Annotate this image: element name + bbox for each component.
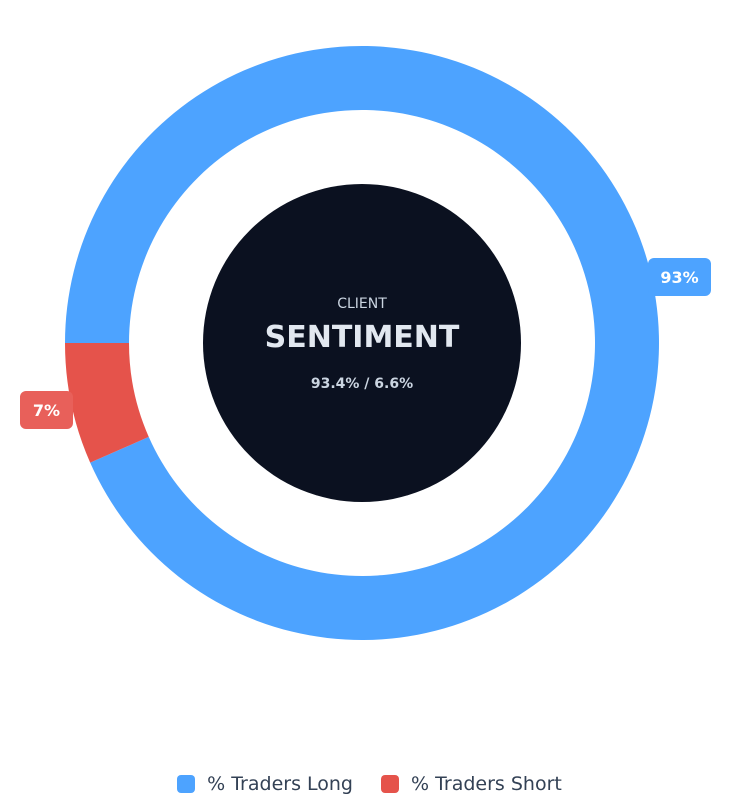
slice-short[interactable] xyxy=(65,343,149,463)
legend-swatch-short xyxy=(380,775,399,793)
legend: % Traders Long % Traders Short xyxy=(0,773,739,795)
center-circle xyxy=(203,184,521,502)
center-ratio: 93.4% / 6.6% xyxy=(310,376,414,392)
legend-swatch-long xyxy=(177,775,196,793)
legend-item-short[interactable]: % Traders Short xyxy=(380,773,562,795)
data-label-short: 7% xyxy=(20,391,73,429)
legend-item-long[interactable]: % Traders Long xyxy=(177,773,353,795)
data-label-long: 93% xyxy=(648,258,711,296)
legend-label-long: % Traders Long xyxy=(207,773,353,795)
legend-label-short: % Traders Short xyxy=(410,773,562,795)
center-title: SENTIMENT xyxy=(264,320,460,355)
center-small-label: CLIENT xyxy=(337,296,387,312)
